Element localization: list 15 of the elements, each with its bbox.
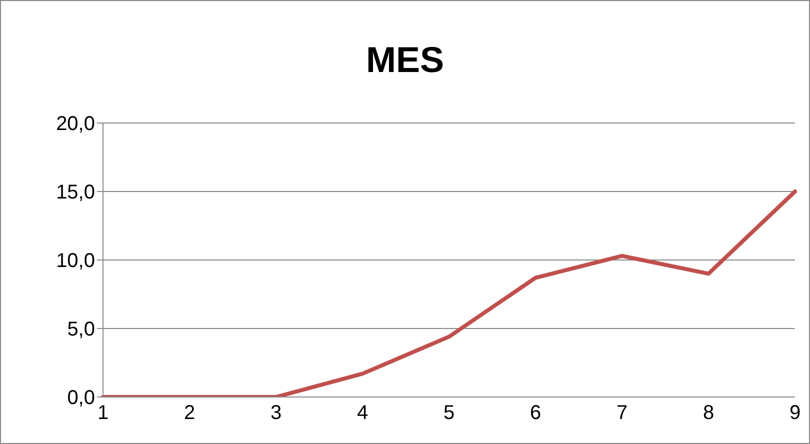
x-tick-label: 6 <box>530 402 542 424</box>
chart-title: MES <box>364 39 445 81</box>
x-tick-label: 5 <box>443 402 455 424</box>
x-tick-label: 7 <box>616 402 628 424</box>
y-tick-label: 20,0 <box>56 113 95 136</box>
y-tick-label: 5,0 <box>67 318 95 341</box>
y-tick-label: 0,0 <box>67 387 95 410</box>
x-tick-label: 8 <box>702 402 714 424</box>
x-tick-label: 4 <box>356 402 368 424</box>
x-tick-label: 9 <box>789 402 801 424</box>
x-tick-label: 3 <box>270 402 282 424</box>
x-tick-label: 2 <box>184 402 196 424</box>
y-tick-label: 10,0 <box>56 250 95 272</box>
x-tick-label: 1 <box>97 402 109 424</box>
y-tick-label: 15,0 <box>56 182 95 204</box>
